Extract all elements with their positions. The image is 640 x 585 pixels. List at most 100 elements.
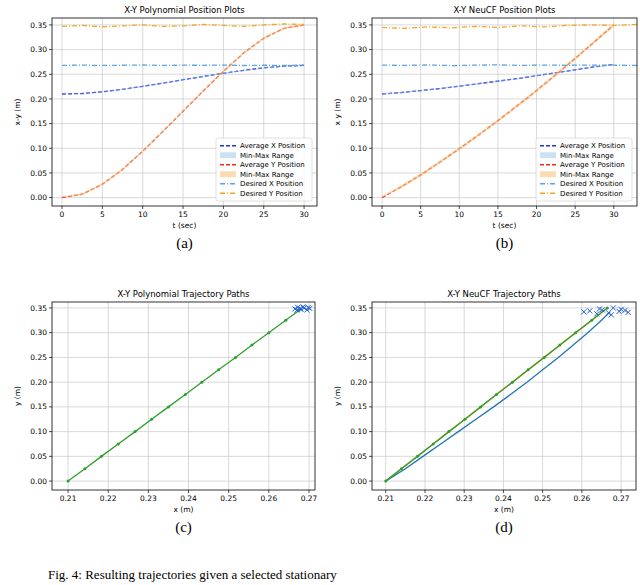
point bbox=[594, 311, 599, 316]
tick bbox=[581, 490, 582, 493]
chart-title: X-Y NeuCF Position Plots bbox=[453, 5, 556, 15]
tick bbox=[369, 172, 372, 173]
legend-label: Desired Y Position bbox=[240, 190, 303, 198]
tick-label: 0.35 bbox=[350, 304, 367, 313]
tick-label: 0.27 bbox=[613, 494, 630, 503]
tick bbox=[49, 357, 52, 358]
y-axis-label: y (m) bbox=[13, 386, 22, 406]
point bbox=[495, 393, 498, 396]
grid-line bbox=[372, 481, 636, 482]
legend-label: Min-Max Range bbox=[240, 152, 294, 160]
tick bbox=[497, 206, 498, 209]
grid-line bbox=[52, 74, 317, 75]
tick bbox=[613, 206, 614, 209]
tick bbox=[369, 307, 372, 308]
grid-line bbox=[372, 307, 636, 308]
legend-label: Min-Max Range bbox=[560, 171, 614, 179]
legend-swatch bbox=[540, 171, 556, 177]
tick bbox=[424, 490, 425, 493]
tick bbox=[369, 357, 372, 358]
tick-label: 0.25 bbox=[534, 494, 551, 503]
tick bbox=[49, 24, 52, 25]
tick-label: 0.10 bbox=[30, 427, 47, 436]
grid-line bbox=[268, 302, 269, 490]
data-area bbox=[384, 305, 631, 482]
grid-line bbox=[148, 302, 149, 490]
point bbox=[200, 381, 203, 384]
point bbox=[611, 305, 616, 310]
tick-label: 0.15 bbox=[30, 402, 47, 411]
tick-label: 5 bbox=[418, 210, 423, 219]
tick bbox=[142, 206, 143, 209]
tick-label: 10 bbox=[455, 210, 465, 219]
legend-swatch bbox=[540, 145, 556, 146]
point bbox=[400, 467, 403, 470]
series-line bbox=[62, 25, 304, 198]
grid-line bbox=[372, 382, 636, 383]
chart-title: X-Y Polynomial Position Plots bbox=[124, 5, 245, 15]
tick-label: 0.20 bbox=[350, 378, 367, 387]
point bbox=[581, 309, 586, 314]
grid-line bbox=[308, 302, 309, 490]
data-area bbox=[67, 304, 313, 482]
x-axis-label: x (m) bbox=[494, 505, 514, 514]
point bbox=[83, 467, 86, 470]
grid-line bbox=[52, 332, 315, 333]
tick bbox=[49, 148, 52, 149]
tick bbox=[369, 197, 372, 198]
tick bbox=[148, 490, 149, 493]
tick-label: 0.22 bbox=[100, 494, 117, 503]
tick-label: 0.25 bbox=[220, 494, 237, 503]
tick-label: 0.05 bbox=[350, 452, 367, 461]
tick bbox=[62, 206, 63, 209]
grid-line bbox=[52, 406, 315, 407]
tick-label: 0.35 bbox=[30, 304, 47, 313]
figure: 0510152025300.000.050.100.150.200.250.30… bbox=[0, 0, 640, 585]
tick bbox=[464, 490, 465, 493]
data-area bbox=[62, 24, 304, 198]
tick bbox=[459, 206, 460, 209]
tick-label: 0.30 bbox=[350, 328, 367, 337]
tick bbox=[369, 332, 372, 333]
grid-line bbox=[52, 431, 315, 432]
tick-label: 0.15 bbox=[350, 402, 367, 411]
grid-line bbox=[68, 302, 69, 490]
tick bbox=[369, 431, 372, 432]
legend-swatch bbox=[540, 193, 556, 194]
plot-background bbox=[372, 302, 636, 490]
point bbox=[298, 306, 303, 311]
tick-label: 0.25 bbox=[30, 353, 47, 362]
legend-label: Desired Y Position bbox=[560, 190, 623, 198]
grid-line bbox=[52, 307, 315, 308]
grid-line bbox=[542, 302, 543, 490]
panel-label: (b) bbox=[496, 235, 514, 252]
tick bbox=[49, 123, 52, 124]
tick-label: 0.05 bbox=[30, 452, 47, 461]
point bbox=[306, 305, 311, 310]
grid-line bbox=[372, 332, 636, 333]
panel: 0.210.220.230.240.250.260.270.000.050.10… bbox=[13, 289, 318, 536]
point bbox=[184, 393, 187, 396]
tick-label: 0.00 bbox=[30, 477, 47, 486]
tick bbox=[183, 206, 184, 209]
legend-swatch bbox=[220, 193, 236, 194]
tick bbox=[68, 490, 69, 493]
x-axis-label: t (sec) bbox=[173, 221, 197, 230]
tick-label: 30 bbox=[609, 210, 619, 219]
grid-line bbox=[372, 431, 636, 432]
legend-label: Average Y Position bbox=[560, 161, 625, 169]
grid-line bbox=[459, 18, 460, 206]
grid-line bbox=[372, 456, 636, 457]
data-area bbox=[382, 23, 637, 198]
grid-line bbox=[52, 98, 317, 99]
tick bbox=[369, 123, 372, 124]
tick bbox=[49, 332, 52, 333]
grid-line bbox=[385, 302, 386, 490]
legend-box bbox=[216, 138, 312, 201]
grid-line bbox=[372, 98, 637, 99]
tick-label: 0.30 bbox=[30, 328, 47, 337]
tick bbox=[385, 490, 386, 493]
grid-line bbox=[52, 123, 317, 124]
tick bbox=[49, 307, 52, 308]
tick bbox=[49, 74, 52, 75]
